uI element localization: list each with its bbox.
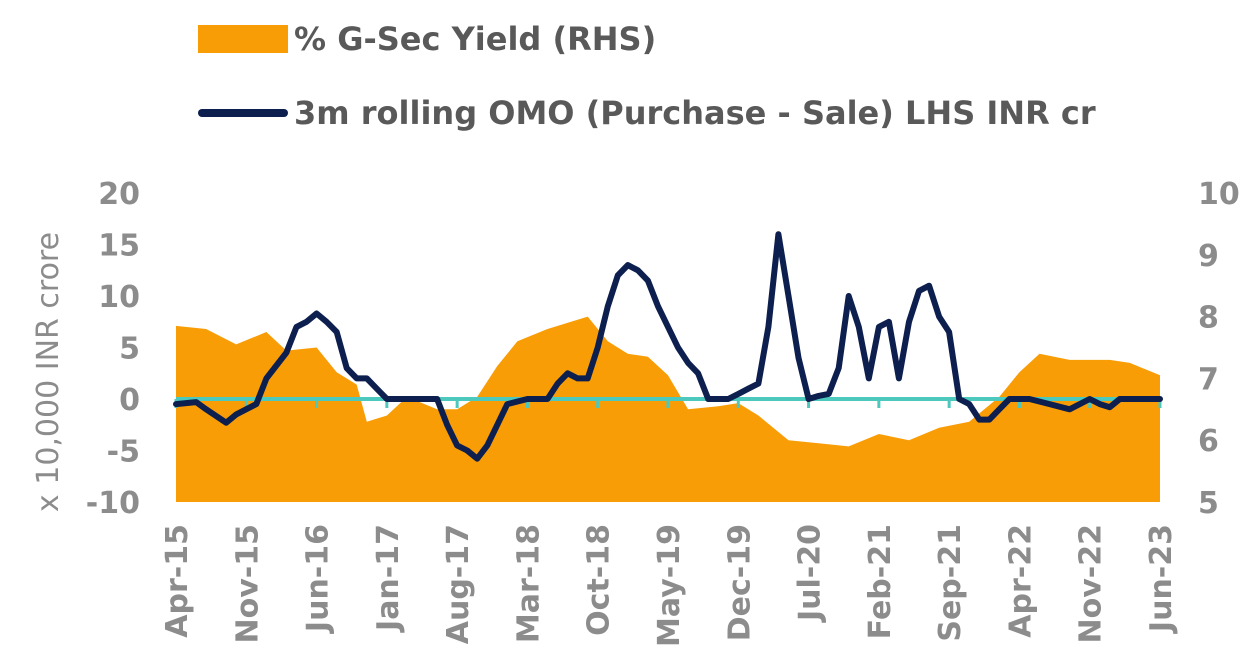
x-tick-label: Jan-17 <box>371 524 406 633</box>
x-tick-label: Feb-21 <box>863 524 898 639</box>
x-tick-label: May-19 <box>652 524 687 647</box>
x-tick-label: Jun-23 <box>1144 524 1179 634</box>
y-left-tick-label: 5 <box>119 332 140 367</box>
legend-item-gsec-yield: % G-Sec Yield (RHS) <box>198 20 656 58</box>
x-tick-label: Jun-16 <box>301 524 336 634</box>
x-tick-label: Aug-17 <box>441 524 476 644</box>
x-tick-label: Oct-18 <box>582 524 617 636</box>
x-tick-label: Sep-21 <box>933 524 968 642</box>
y-left-tick-label: -5 <box>107 435 140 470</box>
y-right-tick-label: 8 <box>1198 301 1219 336</box>
x-tick-label: Nov-22 <box>1074 524 1109 643</box>
y-left-tick-label: 10 <box>98 280 140 315</box>
legend-swatch-line <box>198 109 288 117</box>
x-tick-label: Apr-15 <box>160 524 195 638</box>
y-right-tick-label: 7 <box>1198 362 1219 397</box>
y-left-axis-title: x 10,000 INR crore <box>31 232 66 512</box>
legend-item-omo: 3m rolling OMO (Purchase - Sale) LHS INR… <box>198 94 1096 132</box>
series-line-omo <box>173 231 1163 462</box>
x-tick-label: Jul-20 <box>793 524 828 623</box>
series-area-gsec-yield <box>176 316 1160 502</box>
x-tick-label: Apr-22 <box>1003 524 1038 638</box>
y-right-tick-label: 10 <box>1198 177 1240 212</box>
y-right-tick-label: 9 <box>1198 239 1219 274</box>
x-tick-label: Dec-19 <box>722 524 757 641</box>
legend-swatch-area <box>198 25 288 53</box>
x-tick-label: Nov-15 <box>230 524 265 643</box>
y-right-tick-label: 6 <box>1198 424 1219 459</box>
y-right-tick-label: 5 <box>1198 486 1219 521</box>
legend-label-gsec-yield: % G-Sec Yield (RHS) <box>294 20 657 58</box>
x-tick-label: Mar-18 <box>511 524 546 643</box>
y-left-tick-label: 15 <box>98 229 140 264</box>
y-left-tick-label: 20 <box>98 177 140 212</box>
y-left-tick-label: 0 <box>119 383 140 418</box>
y-left-tick-label: -10 <box>86 486 140 521</box>
legend-label-omo: 3m rolling OMO (Purchase - Sale) LHS INR… <box>294 94 1096 132</box>
